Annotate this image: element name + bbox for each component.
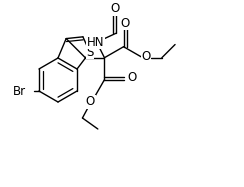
Text: HN: HN — [87, 36, 104, 49]
Text: O: O — [86, 95, 95, 108]
Text: O: O — [141, 50, 150, 63]
Text: Br: Br — [13, 85, 26, 97]
Text: O: O — [110, 2, 120, 15]
Text: O: O — [127, 71, 136, 84]
Text: O: O — [120, 16, 129, 30]
Text: S: S — [86, 46, 93, 59]
